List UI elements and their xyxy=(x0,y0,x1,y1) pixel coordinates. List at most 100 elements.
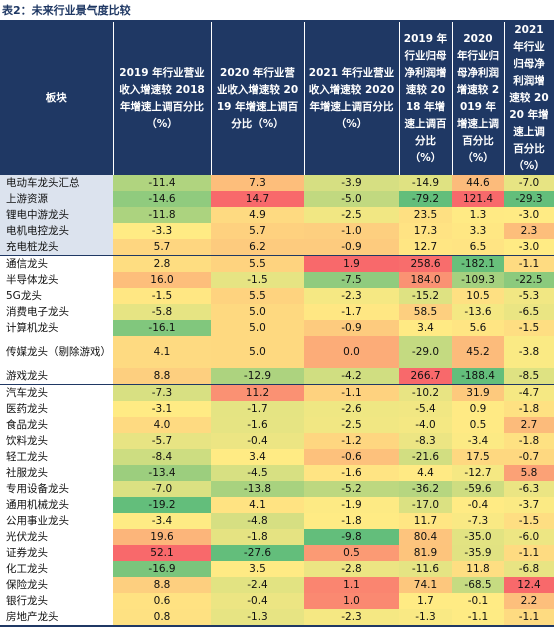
value-cell: -1.1 xyxy=(504,545,554,561)
table-row: 公用事业龙头 -3.4 -4.8 -1.8 11.7 -7.3 -1.5 xyxy=(0,513,554,529)
value-cell: 44.6 xyxy=(452,175,504,191)
value-cell: -16.9 xyxy=(113,561,211,577)
row-label: 上游资源 xyxy=(0,191,113,207)
value-cell: 8.8 xyxy=(113,577,211,593)
value-cell: 0.5 xyxy=(452,417,504,433)
row-label: 化工龙头 xyxy=(6,562,48,575)
table-row: 专用设备龙头 -7.0 -13.8 -5.2 -36.2 -59.6 -6.3 xyxy=(0,481,554,497)
header-cell: 2019 年行业营业收入增速较 2018 年增速上调百分比（%） xyxy=(113,22,212,175)
value-cell: -5.7 xyxy=(113,433,211,449)
value-cell: 3.5 xyxy=(211,561,304,577)
value-cell: 11.7 xyxy=(399,513,452,529)
value-cell: 8.8 xyxy=(113,368,211,385)
table-row: 通信龙头 2.8 5.5 1.9 258.6 -182.1 -1.1 xyxy=(0,255,554,272)
table-row: 电机电控龙头 -3.3 5.7 -1.0 17.3 3.3 2.3 xyxy=(0,223,554,239)
value-cell: 11.8 xyxy=(452,561,504,577)
value-cell: 0.6 xyxy=(113,593,211,609)
value-cell: 10.5 xyxy=(452,288,504,304)
value-cell: 58.5 xyxy=(399,304,452,320)
value-cell: -7.3 xyxy=(452,513,504,529)
row-label: 消费电子龙头 xyxy=(6,305,69,318)
value-cell: -5.4 xyxy=(399,401,452,417)
row-label: 汽车龙头 xyxy=(6,386,48,399)
value-cell: 12.4 xyxy=(504,577,554,593)
header-cell: 2020 年行业归母净利润增速较 2019 年增速上调百分比（%） xyxy=(452,22,505,175)
value-cell: -13.8 xyxy=(211,481,304,497)
value-cell: 2.3 xyxy=(504,223,554,239)
table-row: 电动车龙头汇总 -11.4 7.3 -3.9 -14.9 44.6 -7.0 xyxy=(0,175,554,191)
value-cell: 4.1 xyxy=(113,336,211,368)
value-cell: -3.0 xyxy=(504,207,554,223)
value-cell: -7.5 xyxy=(304,272,399,288)
value-cell: 4.1 xyxy=(211,497,304,513)
value-cell: 81.9 xyxy=(399,545,452,561)
table-row: 传媒龙头（剔除游戏） 4.1 5.0 0.0 -29.0 45.2 -3.8 xyxy=(0,336,554,368)
value-cell: -0.1 xyxy=(452,593,504,609)
row-label: 银行龙头 xyxy=(6,594,48,607)
header-cell: 2019 年行业归母净利润增速较 2018 年增速上调百分比（%） xyxy=(399,22,453,175)
value-cell: -12.9 xyxy=(211,368,304,385)
value-cell: 1.9 xyxy=(304,255,399,272)
value-cell: -27.6 xyxy=(211,545,304,561)
value-cell: -6.0 xyxy=(504,529,554,545)
value-cell: -1.9 xyxy=(304,497,399,513)
value-cell: 16.0 xyxy=(113,272,211,288)
value-cell: 11.2 xyxy=(211,384,304,401)
value-cell: -13.4 xyxy=(113,465,211,481)
value-cell: 2.2 xyxy=(504,593,554,609)
value-cell: 121.4 xyxy=(452,191,504,207)
value-cell: -1.5 xyxy=(211,272,304,288)
value-cell: -2.8 xyxy=(304,561,399,577)
value-cell: -182.1 xyxy=(452,255,504,272)
value-cell: 1.1 xyxy=(304,577,399,593)
row-label: 医药龙头 xyxy=(6,402,48,415)
value-cell: -1.6 xyxy=(211,417,304,433)
value-cell: 7.3 xyxy=(211,175,304,191)
row-label: 证券龙头 xyxy=(6,546,48,559)
value-cell: -22.5 xyxy=(504,272,554,288)
value-cell: 12.7 xyxy=(399,239,452,256)
value-cell: -1.6 xyxy=(304,465,399,481)
value-cell: -4.8 xyxy=(211,513,304,529)
value-cell: -10.2 xyxy=(399,384,452,401)
value-cell: 5.7 xyxy=(113,239,211,256)
value-cell: -5.2 xyxy=(304,481,399,497)
value-cell: 5.7 xyxy=(211,223,304,239)
value-cell: -4.0 xyxy=(399,417,452,433)
value-cell: -14.9 xyxy=(399,175,452,191)
value-cell: -35.9 xyxy=(452,545,504,561)
row-label: 公用事业龙头 xyxy=(6,514,69,527)
value-cell: -36.2 xyxy=(399,481,452,497)
value-cell: -2.5 xyxy=(304,417,399,433)
value-cell: -8.4 xyxy=(113,449,211,465)
table-body: 电动车龙头汇总 -11.4 7.3 -3.9 -14.9 44.6 -7.0 上游资源 -14.… xyxy=(0,175,554,627)
row-label: 光伏龙头 xyxy=(6,530,48,543)
table-row: 房地产龙头 0.8 -1.3 -2.3 -1.3 -1.1 -1.1 xyxy=(0,609,554,627)
value-cell: -1.1 xyxy=(452,609,504,627)
row-label: 传媒龙头（剔除游戏） xyxy=(6,345,111,358)
row-label: 饮料龙头 xyxy=(6,434,48,447)
value-cell: -4.5 xyxy=(211,465,304,481)
value-cell: -1.2 xyxy=(304,433,399,449)
row-label: 房地产龙头 xyxy=(0,609,113,627)
value-cell: -1.7 xyxy=(304,304,399,320)
value-cell: -0.7 xyxy=(504,449,554,465)
value-cell: 52.1 xyxy=(113,545,211,561)
value-cell: -2.5 xyxy=(304,207,399,223)
value-cell: 0.8 xyxy=(113,609,211,627)
row-label: 电机电控龙头 xyxy=(0,223,113,239)
value-cell: 17.3 xyxy=(399,223,452,239)
value-cell: 5.0 xyxy=(211,320,304,336)
value-cell: -1.1 xyxy=(504,255,554,272)
table-row: 通用机械龙头 -19.2 4.1 -1.9 -17.0 -0.4 -3.7 xyxy=(0,497,554,513)
table-row: 上游资源 -14.6 14.7 -5.0 -79.2 121.4 -29.3 xyxy=(0,191,554,207)
value-cell: 80.4 xyxy=(399,529,452,545)
value-cell: -0.4 xyxy=(452,497,504,513)
value-cell: -1.0 xyxy=(304,223,399,239)
value-cell: 184.0 xyxy=(399,272,452,288)
row-label: 社服龙头 xyxy=(6,466,48,479)
table-row: 医药龙头 -3.1 -1.7 -2.6 -5.4 0.9 -1.8 xyxy=(0,401,554,417)
table-row: 消费电子龙头 -5.8 5.0 -1.7 58.5 -13.6 -6.5 xyxy=(0,304,554,320)
value-cell: 2.7 xyxy=(504,417,554,433)
